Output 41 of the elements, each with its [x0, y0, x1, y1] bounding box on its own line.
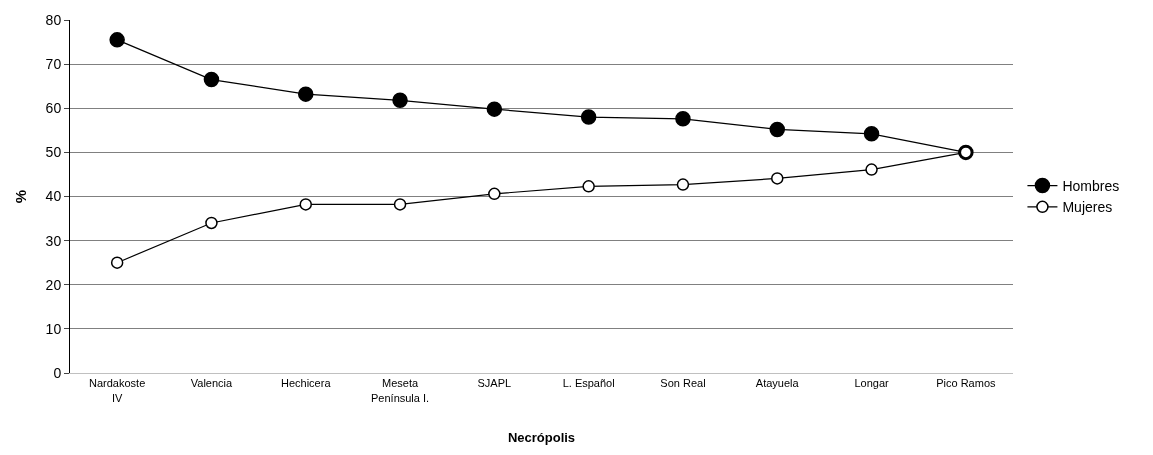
x-tick-label: SJAPL: [477, 377, 512, 390]
point: [298, 86, 314, 102]
y-axis-title: %: [11, 189, 29, 204]
y-tick-label: 50: [45, 144, 62, 161]
x-axis-title: Necrópolis: [507, 430, 576, 446]
y-tick-label: 0: [53, 364, 62, 381]
point: [486, 101, 503, 117]
point: [392, 92, 408, 109]
point: [393, 198, 407, 211]
point: [582, 180, 595, 193]
x-tick-label: Nardakoste IV: [89, 377, 146, 404]
point: [771, 172, 784, 185]
point: [863, 126, 880, 142]
point: [865, 163, 878, 176]
x-tick-label: Hechicera: [280, 377, 332, 390]
x-tick-label: Valencia: [190, 377, 234, 390]
x-tick-label: Pico Ramos: [936, 377, 996, 390]
y-tick-label: 60: [45, 100, 62, 117]
legend-label: Hombres: [1062, 178, 1120, 195]
y-tick-label: 40: [45, 188, 62, 205]
point: [675, 111, 691, 127]
y-tick-label: 80: [45, 11, 62, 28]
point: [769, 121, 785, 138]
point: [299, 198, 312, 211]
y-tick-label: 20: [45, 276, 62, 293]
point: [676, 178, 690, 191]
point: [109, 32, 125, 48]
point: [205, 216, 218, 230]
x-tick-label: Longar: [854, 377, 890, 390]
point: [203, 71, 220, 88]
point: [580, 109, 597, 125]
y-tick-label: 10: [45, 320, 62, 337]
y-tick-label: 70: [45, 56, 62, 73]
point: [488, 187, 501, 201]
y-tick-label: 30: [45, 232, 62, 249]
point: [110, 256, 124, 269]
x-tick-label: Meseta Península I.: [371, 377, 430, 404]
x-tick-label: Atayuela: [755, 377, 800, 390]
x-tick-label: L. Español: [562, 377, 615, 390]
legend-label: Mujeres: [1062, 199, 1113, 216]
x-tick-label: Son Real: [660, 377, 706, 390]
